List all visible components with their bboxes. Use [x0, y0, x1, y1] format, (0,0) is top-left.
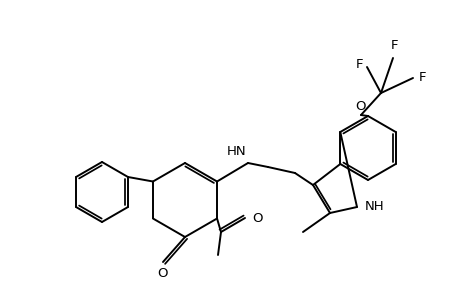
- Text: NH: NH: [364, 200, 384, 214]
- Text: F: F: [418, 70, 425, 83]
- Text: O: O: [355, 100, 365, 113]
- Text: O: O: [252, 212, 262, 224]
- Text: HN: HN: [226, 145, 246, 158]
- Text: F: F: [355, 58, 362, 70]
- Text: O: O: [157, 267, 168, 280]
- Text: F: F: [391, 39, 398, 52]
